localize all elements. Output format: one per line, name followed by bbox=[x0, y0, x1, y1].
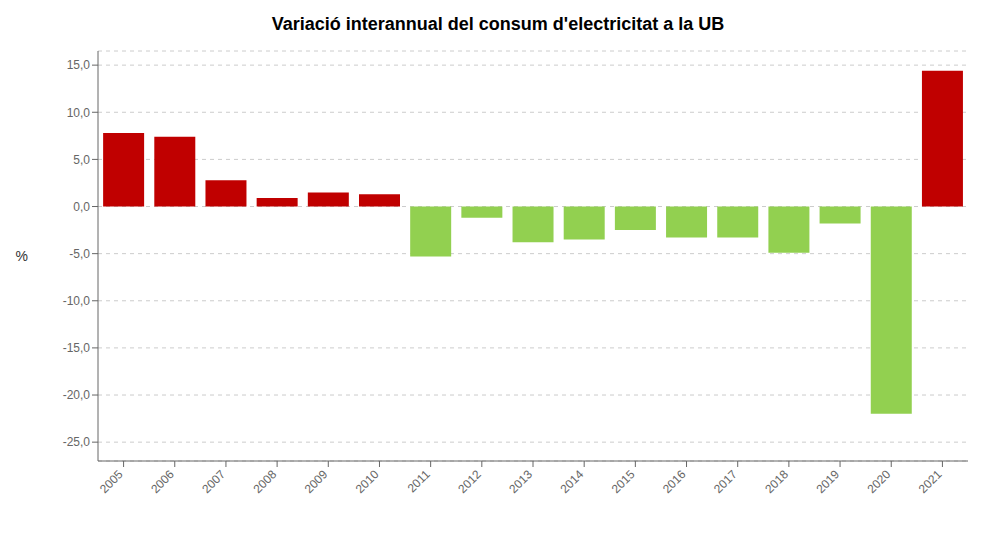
svg-text:0,0: 0,0 bbox=[73, 200, 90, 214]
svg-text:-20,0: -20,0 bbox=[63, 388, 91, 402]
svg-text:5,0: 5,0 bbox=[73, 153, 90, 167]
svg-text:15,0: 15,0 bbox=[67, 58, 91, 72]
svg-text:10,0: 10,0 bbox=[67, 106, 91, 120]
svg-text:2017: 2017 bbox=[711, 467, 740, 496]
svg-text:2018: 2018 bbox=[762, 467, 791, 496]
html-text:Variació interannual del consu: Variació interannual del consum d'electr… bbox=[271, 14, 725, 34]
svg-text:2006: 2006 bbox=[148, 467, 177, 496]
svg-text:2007: 2007 bbox=[199, 467, 228, 496]
svg-text:2015: 2015 bbox=[609, 467, 638, 496]
svg-text:2019: 2019 bbox=[813, 467, 842, 496]
svg-text:2010: 2010 bbox=[353, 467, 382, 496]
svg-text:2013: 2013 bbox=[506, 467, 535, 496]
svg-text:2008: 2008 bbox=[250, 467, 279, 496]
svg-text:2011: 2011 bbox=[405, 467, 433, 495]
svg-text:2014: 2014 bbox=[558, 467, 587, 496]
svg-text:2005: 2005 bbox=[97, 467, 126, 496]
svg-text:2009: 2009 bbox=[302, 467, 331, 496]
svg-text:2020: 2020 bbox=[865, 467, 894, 496]
svg-text:-10,0: -10,0 bbox=[63, 294, 91, 308]
svg-text:-5,0: -5,0 bbox=[69, 247, 90, 261]
svg-text:-25,0: -25,0 bbox=[63, 435, 91, 449]
svg-text:%: % bbox=[16, 248, 28, 264]
svg-text:-15,0: -15,0 bbox=[63, 341, 91, 355]
svg-text:2021: 2021 bbox=[916, 467, 945, 496]
svg-text:2012: 2012 bbox=[455, 467, 484, 496]
svg-text:2016: 2016 bbox=[660, 467, 689, 496]
